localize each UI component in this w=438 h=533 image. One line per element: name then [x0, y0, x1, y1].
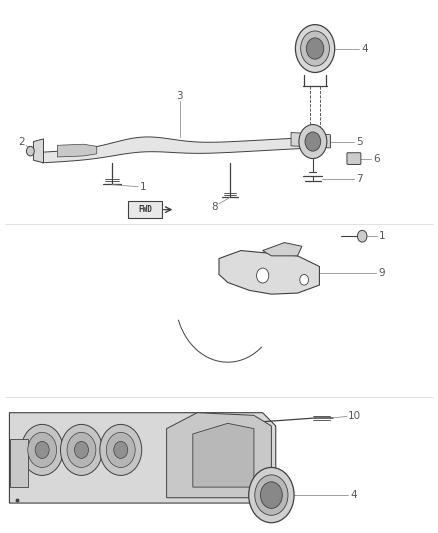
Text: 3: 3: [177, 91, 183, 101]
Text: FWD: FWD: [138, 205, 152, 214]
Circle shape: [26, 147, 34, 156]
Text: 6: 6: [373, 154, 379, 164]
Circle shape: [114, 441, 128, 458]
Circle shape: [261, 482, 283, 508]
Circle shape: [299, 125, 327, 159]
Circle shape: [255, 475, 288, 515]
Circle shape: [100, 424, 142, 475]
Circle shape: [60, 424, 102, 475]
Polygon shape: [57, 144, 97, 157]
Polygon shape: [33, 139, 43, 163]
FancyBboxPatch shape: [347, 153, 361, 165]
Circle shape: [67, 432, 96, 467]
Circle shape: [249, 467, 294, 523]
Circle shape: [306, 38, 324, 59]
Circle shape: [28, 432, 57, 467]
Text: 9: 9: [378, 269, 385, 278]
Circle shape: [35, 441, 49, 458]
Circle shape: [357, 230, 367, 242]
Text: 8: 8: [211, 202, 218, 212]
Text: 2: 2: [18, 136, 25, 147]
Text: 5: 5: [356, 136, 363, 147]
Polygon shape: [166, 413, 272, 498]
Circle shape: [106, 432, 135, 467]
Polygon shape: [42, 136, 330, 163]
Text: 7: 7: [356, 174, 363, 184]
Circle shape: [305, 132, 321, 151]
Polygon shape: [10, 413, 276, 503]
Text: 1: 1: [378, 231, 385, 241]
Polygon shape: [193, 423, 254, 487]
Circle shape: [300, 274, 308, 285]
Text: 4: 4: [361, 44, 368, 53]
Text: 10: 10: [348, 411, 361, 422]
Polygon shape: [291, 133, 330, 148]
Polygon shape: [11, 439, 28, 487]
Circle shape: [257, 268, 269, 283]
Text: 1: 1: [140, 182, 147, 192]
Circle shape: [21, 424, 63, 475]
Text: 4: 4: [350, 490, 357, 500]
Circle shape: [300, 31, 329, 66]
Circle shape: [295, 25, 335, 72]
Polygon shape: [263, 243, 302, 256]
Circle shape: [74, 441, 88, 458]
Polygon shape: [219, 251, 319, 294]
FancyBboxPatch shape: [128, 201, 162, 218]
